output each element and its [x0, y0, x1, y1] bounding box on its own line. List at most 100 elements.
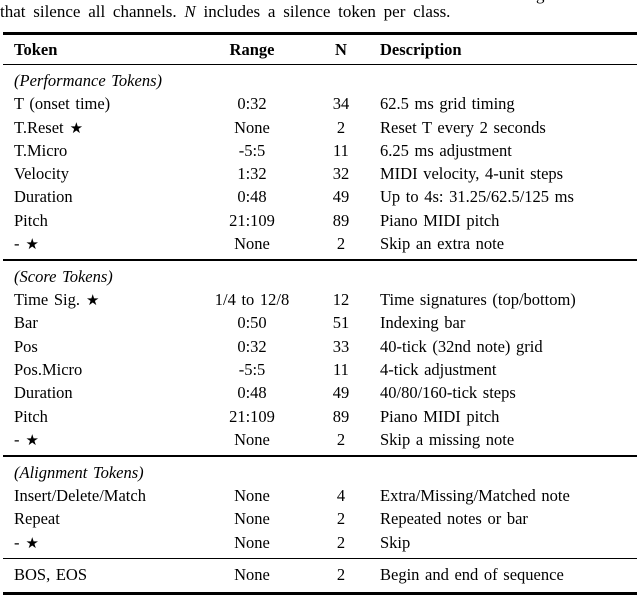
cell-spacer	[354, 209, 380, 232]
cell-range: 21:109	[229, 210, 275, 230]
token-label: -	[14, 532, 20, 552]
table-row: Pos 0:32 33 40-tick (32nd note) grid	[3, 335, 637, 358]
cell-range: None	[234, 486, 270, 506]
token-label: Pos.Micro	[14, 360, 83, 380]
header-spacer	[354, 35, 380, 64]
table-row: Pitch 21:109 89 Piano MIDI pitch	[3, 209, 637, 232]
table-row: Time Sig. ★ 1/4 to 12/8 12 Time signatures (…	[3, 288, 637, 311]
cell-n: 89	[332, 210, 350, 230]
section-performance-tokens: (Performance Tokens) T (onset time) 0:32 34…	[3, 65, 637, 259]
caption-text-end: includes a silence token per class.	[195, 2, 451, 21]
token-label: -	[14, 429, 20, 449]
header-description: Description	[380, 39, 462, 59]
cell-n: 49	[332, 383, 350, 403]
token-label: -	[14, 234, 20, 254]
table-row: T (onset time) 0:32 34 62.5 ms grid timing	[3, 92, 637, 115]
cell-description: Skip an extra note	[380, 234, 505, 254]
section-title: (Performance Tokens)	[14, 71, 162, 90]
cell-token: Bar	[14, 311, 176, 334]
cell-n: 2	[336, 429, 346, 449]
token-label: T.Micro	[14, 140, 68, 160]
table-row: Repeat None 2 Repeated notes or bar	[3, 507, 637, 530]
cell-spacer	[354, 288, 380, 312]
cell-description: Piano MIDI pitch	[380, 406, 500, 426]
cell-token: - ★	[14, 428, 176, 452]
section-title: (Score Tokens)	[14, 266, 113, 286]
token-label: T.Reset	[14, 117, 64, 137]
token-label: Pitch	[14, 210, 48, 230]
section-score-tokens: (Score Tokens) Time Sig. ★ 1/4 to 12/8 12 Tim…	[3, 261, 637, 455]
cell-spacer	[354, 311, 380, 334]
cell-description: Reset T every 2 seconds	[380, 117, 546, 137]
table-row: - ★ None 2 Skip an extra note	[3, 232, 637, 255]
cell-range: 0:50	[237, 313, 267, 333]
cell-n: 4	[336, 486, 346, 506]
cell-description: 4-tick adjustment	[380, 360, 497, 380]
table-caption: that silence all channels. N includes a …	[0, 1, 560, 23]
cell-token: Velocity	[14, 162, 176, 185]
table-header-row: Token Range N Description	[3, 35, 637, 64]
cell-token: Time Sig. ★	[14, 288, 176, 312]
star-icon: ★	[25, 533, 39, 552]
cell-n: 12	[332, 290, 350, 310]
cell-n: 33	[332, 336, 350, 356]
star-icon: ★	[69, 118, 84, 137]
table-row: T.Micro -5:5 11 6.25 ms adjustment	[3, 139, 637, 162]
cell-description: Extra/Missing/Matched note	[380, 486, 570, 506]
cell-n: 32	[332, 164, 350, 184]
token-label: Time Sig.	[14, 290, 81, 310]
cell-token: Pos.Micro	[14, 358, 176, 381]
cell-token: Pitch	[14, 405, 176, 428]
header-token: Token	[14, 39, 58, 59]
section-alignment-tokens: (Alignment Tokens) Insert/Delete/Match Non…	[3, 457, 637, 558]
cell-spacer	[354, 92, 380, 115]
cell-description: Skip	[380, 532, 411, 552]
cell-n: 2	[336, 509, 346, 529]
section-divider-rule	[3, 259, 637, 261]
table-row: Duration 0:48 49 Up to 4s: 31.25/62.5/125 m…	[3, 185, 637, 208]
table-row: Bar 0:50 51 Indexing bar	[3, 311, 637, 334]
token-label: Pitch	[14, 406, 48, 426]
cell-range: 0:32	[237, 336, 267, 356]
cell-spacer	[354, 507, 380, 530]
cell-spacer	[354, 405, 380, 428]
table-top-rule	[3, 32, 637, 35]
caption-text-start: that silence all channels.	[0, 2, 185, 21]
cell-description: 62.5 ms grid timing	[380, 94, 515, 114]
cell-description: Repeated notes or bar	[380, 509, 528, 529]
cell-range: 0:32	[237, 94, 267, 114]
cell-n: 11	[333, 360, 349, 380]
cell-token: Duration	[14, 381, 176, 404]
cell-spacer	[354, 185, 380, 208]
cell-token: Duration	[14, 185, 176, 208]
cell-token: T (onset time)	[14, 92, 176, 115]
cell-range: 1/4 to 12/8	[214, 290, 290, 310]
table-row: Duration 0:48 49 40/80/160-tick steps	[3, 381, 637, 404]
cell-n: 11	[333, 140, 349, 160]
token-label: Insert/Delete/Match	[14, 486, 146, 506]
cell-range: -5:5	[238, 360, 266, 380]
cell-description: 40-tick (32nd note) grid	[380, 336, 543, 356]
cell-spacer	[354, 139, 380, 162]
token-label: Repeat	[14, 509, 60, 529]
caption-n-symbol: N	[184, 2, 196, 21]
cell-token: T.Micro	[14, 139, 176, 162]
footer-block: BOS, EOS None 2 Begin and end of sequenc…	[3, 559, 637, 591]
header-range: Range	[229, 39, 275, 59]
cell-range: None	[234, 117, 270, 137]
token-vocabulary-table: Token Range N Description (Performance T…	[3, 32, 637, 595]
cell-n: 2	[336, 234, 346, 254]
table-bottom-rule	[3, 591, 637, 595]
token-label: Bar	[14, 313, 38, 333]
section-divider-rule	[3, 455, 637, 457]
cell-token: T.Reset ★	[14, 116, 176, 140]
footer-top-rule	[3, 557, 637, 560]
cell-spacer	[354, 116, 380, 140]
cell-description: 40/80/160-tick steps	[380, 383, 516, 403]
cell-range: None	[234, 429, 270, 449]
cell-description: Begin and end of sequence	[380, 565, 564, 585]
cell-description: Time signatures (top/bottom)	[380, 290, 576, 310]
cell-range: 0:48	[237, 187, 267, 207]
cell-n: 2	[336, 565, 346, 585]
